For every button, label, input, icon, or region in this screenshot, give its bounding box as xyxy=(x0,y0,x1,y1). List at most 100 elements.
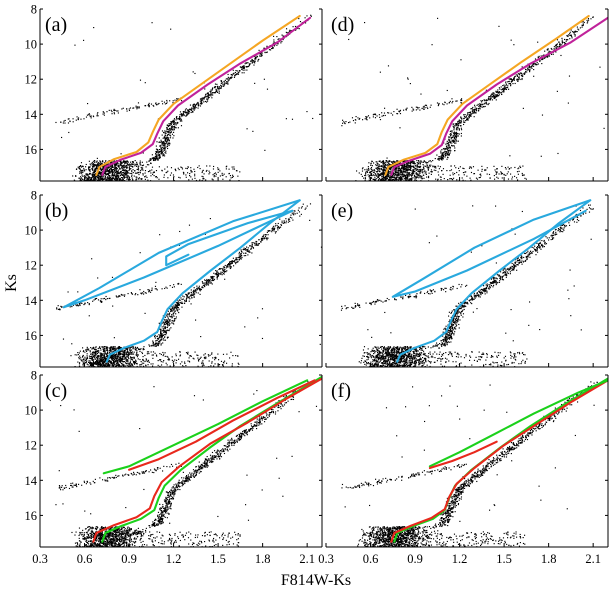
star-point xyxy=(214,83,217,85)
star-point xyxy=(117,545,119,547)
star-point xyxy=(185,293,187,295)
star-point xyxy=(123,539,125,541)
star-point xyxy=(130,534,132,536)
star-point xyxy=(229,266,231,268)
star-point xyxy=(126,534,128,536)
star-point xyxy=(77,305,79,307)
star-point xyxy=(201,281,203,283)
star-point xyxy=(117,355,119,358)
star-point xyxy=(111,113,113,115)
star-point xyxy=(108,166,110,168)
star-point xyxy=(159,353,161,355)
star-point xyxy=(108,364,110,366)
star-point xyxy=(276,36,278,38)
star-point xyxy=(124,541,126,543)
star-point xyxy=(221,364,224,366)
star-point xyxy=(208,96,210,99)
star-point xyxy=(113,171,115,173)
star-point xyxy=(99,176,101,179)
star-point xyxy=(223,271,226,273)
star-point xyxy=(128,527,131,529)
star-point xyxy=(203,178,205,180)
star-point xyxy=(273,230,275,232)
star-point xyxy=(109,352,111,354)
star-point xyxy=(155,345,157,347)
star-point xyxy=(110,361,112,363)
star-point xyxy=(147,361,149,363)
star-point xyxy=(74,354,76,356)
star-point xyxy=(113,543,116,545)
star-point xyxy=(125,530,127,532)
star-point xyxy=(144,292,146,294)
star-point xyxy=(243,65,245,67)
star-point xyxy=(132,179,134,181)
star-point xyxy=(110,543,112,545)
star-point xyxy=(91,353,93,355)
star-point xyxy=(59,309,61,311)
star-point xyxy=(92,367,93,368)
star-point xyxy=(253,64,255,66)
star-point xyxy=(109,179,111,181)
star-point xyxy=(206,98,208,100)
star-point xyxy=(99,539,101,541)
star-point xyxy=(185,176,187,178)
star-point xyxy=(77,166,79,168)
star-point xyxy=(207,354,209,356)
star-point xyxy=(109,182,110,183)
star-point xyxy=(86,353,88,355)
star-point xyxy=(156,177,158,179)
star-point xyxy=(140,361,142,363)
star-point xyxy=(124,361,126,363)
star-point xyxy=(122,363,124,365)
star-point xyxy=(153,171,155,173)
star-point xyxy=(129,537,131,540)
star-point xyxy=(96,360,98,363)
star-point xyxy=(108,175,110,177)
star-point xyxy=(205,356,207,358)
star-point xyxy=(155,281,157,283)
star-point xyxy=(299,215,301,217)
star-point xyxy=(232,355,234,357)
star-point xyxy=(111,542,113,544)
star-point xyxy=(78,117,80,119)
star-point xyxy=(172,102,174,104)
star-point xyxy=(128,108,130,110)
star-point xyxy=(173,286,175,288)
star-point xyxy=(109,357,111,359)
star-point xyxy=(166,287,168,289)
star-point xyxy=(219,87,221,89)
star-point xyxy=(225,166,227,168)
star-point xyxy=(78,352,80,354)
star-point xyxy=(208,355,210,357)
star-point xyxy=(93,356,95,358)
star-point xyxy=(89,177,91,179)
star-point xyxy=(83,304,85,306)
star-point xyxy=(137,172,139,174)
star-point xyxy=(121,181,122,182)
star-point xyxy=(135,164,137,166)
star-point xyxy=(169,539,171,541)
star-point xyxy=(91,364,93,366)
star-point xyxy=(122,357,124,359)
star-point xyxy=(107,167,110,169)
star-point xyxy=(203,282,205,284)
star-point xyxy=(126,533,128,535)
star-point xyxy=(111,358,113,360)
star-point xyxy=(114,350,116,352)
star-point xyxy=(289,220,291,222)
star-point xyxy=(253,242,255,244)
star-point xyxy=(135,529,138,531)
star-point xyxy=(100,532,102,534)
star-point xyxy=(188,357,190,359)
star-point xyxy=(114,171,116,174)
star-point xyxy=(101,532,103,535)
star-point xyxy=(205,94,207,96)
star-point xyxy=(222,272,224,274)
star-point xyxy=(175,124,177,126)
star-point xyxy=(228,264,230,266)
star-point xyxy=(126,544,128,546)
star-point xyxy=(157,339,159,341)
star-point xyxy=(119,182,120,183)
star-point xyxy=(171,316,173,318)
